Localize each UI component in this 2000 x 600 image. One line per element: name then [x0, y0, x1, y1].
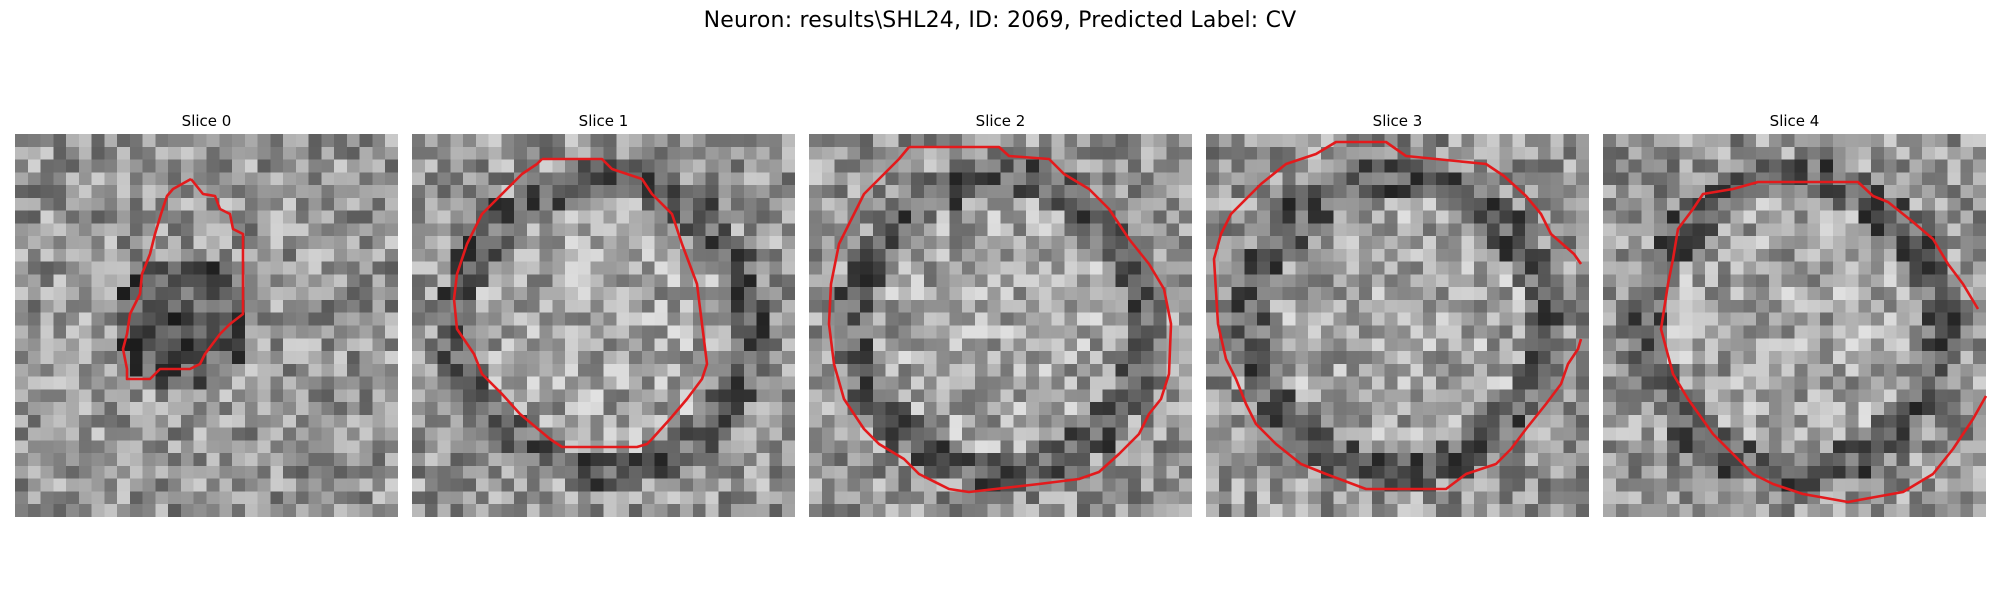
slice-panel-0: Slice 0: [15, 110, 398, 517]
segmentation-contour-2: [827, 145, 1173, 494]
figure-title: Neuron: results\SHL24, ID: 2069, Predict…: [703, 8, 1297, 33]
segmentation-contour-1: [452, 157, 709, 449]
segmentation-contour-3: [1212, 140, 1583, 491]
slice-title-4: Slice 4: [1769, 112, 1820, 130]
segmentation-contour-4: [1659, 180, 1988, 504]
grayscale-image-0: [15, 134, 398, 517]
slice-image-1: [412, 134, 795, 517]
slice-image-3: [1206, 134, 1589, 517]
slice-title-3: Slice 3: [1372, 112, 1423, 130]
slice-title-1: Slice 1: [578, 112, 629, 130]
grayscale-image-4: [1603, 134, 1986, 517]
slice-panel-1: Slice 1: [412, 110, 795, 517]
grayscale-image-1: [412, 134, 795, 517]
grayscale-image-3: [1206, 134, 1589, 517]
slice-title-2: Slice 2: [975, 112, 1026, 130]
slice-image-4: [1603, 134, 1988, 517]
slice-panel-2: Slice 2: [809, 110, 1192, 517]
slice-title-0: Slice 0: [181, 112, 232, 130]
slice-panel-4: Slice 4: [1603, 110, 1988, 517]
slice-panel-3: Slice 3: [1206, 110, 1589, 517]
grayscale-image-2: [809, 134, 1192, 517]
slice-image-2: [809, 134, 1192, 517]
slice-image-0: [15, 134, 398, 517]
segmentation-contour-0: [121, 177, 245, 381]
